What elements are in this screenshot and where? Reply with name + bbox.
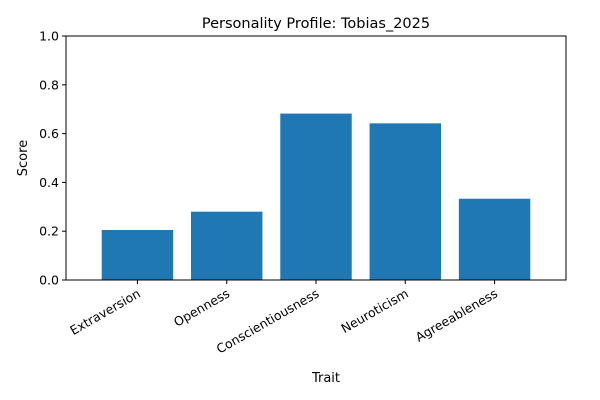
x-tick-label: Openness bbox=[171, 286, 232, 330]
chart-title: Personality Profile: Tobias_2025 bbox=[202, 16, 430, 32]
y-tick-label: 0.2 bbox=[39, 224, 59, 239]
y-axis: 0.0 0.2 0.4 0.6 0.8 1.0 bbox=[39, 29, 66, 288]
bars-group bbox=[101, 113, 531, 281]
bar-neuroticism bbox=[369, 123, 441, 281]
y-tick-label: 0.6 bbox=[39, 126, 59, 141]
bar-openness bbox=[191, 211, 263, 280]
x-axis-label: Trait bbox=[311, 371, 340, 386]
y-tick-label: 0.8 bbox=[39, 77, 59, 92]
x-tick-label: Extraversion bbox=[67, 286, 143, 338]
y-tick-label: 0.0 bbox=[39, 273, 59, 288]
bar-extraversion bbox=[101, 229, 174, 280]
y-tick-label: 0.4 bbox=[39, 175, 59, 190]
x-tick-label: Agreeableness bbox=[413, 286, 500, 345]
y-tick-label: 1.0 bbox=[39, 29, 59, 44]
y-axis-label: Score bbox=[16, 140, 31, 176]
plot-frame bbox=[65, 35, 567, 281]
bar-conscientiousness bbox=[280, 113, 352, 280]
bar-agreeableness bbox=[458, 198, 531, 280]
x-tick-label: Neuroticism bbox=[338, 286, 410, 336]
